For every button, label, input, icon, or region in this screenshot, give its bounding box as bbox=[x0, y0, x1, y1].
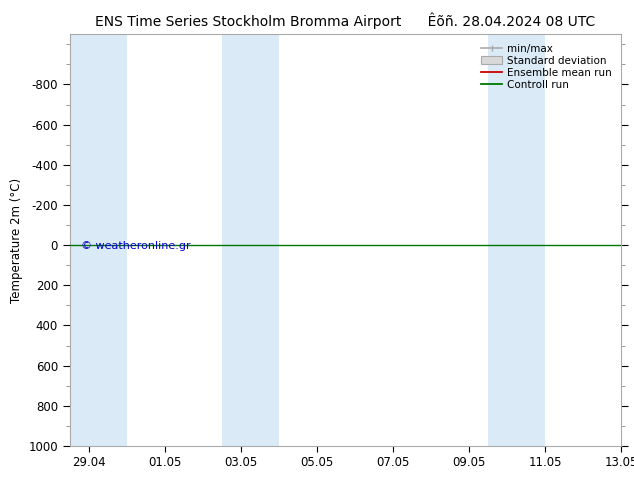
Legend: min/max, Standard deviation, Ensemble mean run, Controll run: min/max, Standard deviation, Ensemble me… bbox=[477, 40, 616, 94]
Bar bbox=[488, 34, 545, 446]
Title: ENS Time Series Stockholm Bromma Airport      Êõñ. 28.04.2024 08 UTC: ENS Time Series Stockholm Bromma Airport… bbox=[95, 12, 596, 29]
Bar bbox=[70, 34, 127, 446]
Y-axis label: Temperature 2m (°C): Temperature 2m (°C) bbox=[10, 177, 23, 303]
Text: © weatheronline.gr: © weatheronline.gr bbox=[81, 242, 190, 251]
Bar bbox=[222, 34, 279, 446]
